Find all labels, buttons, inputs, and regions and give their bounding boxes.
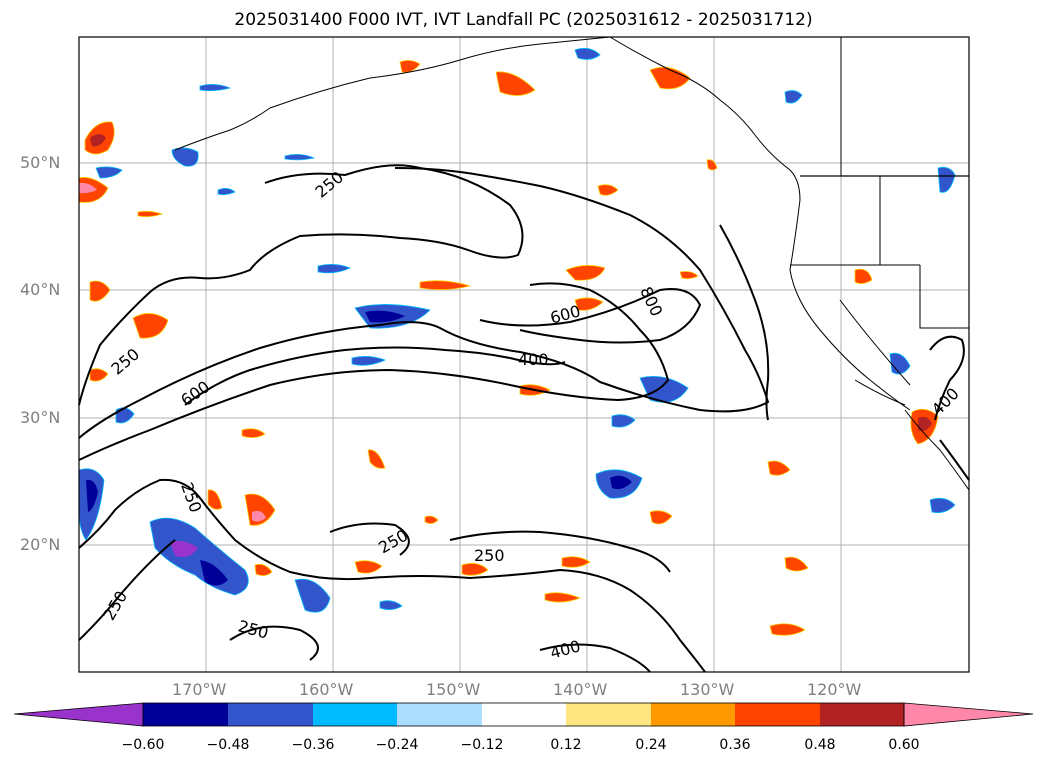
colorbar-tick-label: 0.36 (719, 737, 751, 753)
ivt-pc-shading (78, 47, 956, 636)
colorbar-tick-label: 0.12 (550, 737, 582, 753)
colorbar-swatch (228, 703, 313, 726)
lon-label: 120°W (807, 680, 862, 699)
colorbar-tick-label: −0.48 (206, 737, 250, 753)
lat-label: 50°N (20, 153, 61, 172)
ivt-contours (78, 164, 970, 673)
colorbar-swatch (651, 703, 735, 726)
lon-label: 160°W (299, 680, 354, 699)
colorbar-extend-max (903, 702, 1034, 727)
colorbar-swatch (820, 703, 904, 726)
colorbar-tick-label: −0.60 (121, 737, 165, 753)
colorbar (13, 702, 1034, 727)
lon-label: 150°W (426, 680, 481, 699)
colorbar-swatch (313, 703, 397, 726)
coastlines (174, 36, 970, 491)
colorbar-extend-min (13, 702, 144, 727)
lat-label: 30°N (20, 408, 61, 427)
map-frame (78, 36, 970, 673)
colorbar-swatch (397, 703, 482, 726)
lat-label: 40°N (20, 280, 61, 299)
lat-label: 20°N (20, 535, 61, 554)
colorbar-tick-label: −0.12 (460, 737, 504, 753)
contour-label: 250 (474, 546, 505, 565)
colorbar-swatch (735, 703, 820, 726)
colorbar-tick-label: −0.24 (375, 737, 419, 753)
colorbar-tick-label: 0.48 (804, 737, 836, 753)
contour-label: 400 (518, 350, 549, 369)
lon-label: 130°W (680, 680, 735, 699)
lon-label: 140°W (553, 680, 608, 699)
colorbar-swatch (566, 703, 651, 726)
colorbar-tick-label: 0.24 (635, 737, 667, 753)
colorbar-tick-label: 0.60 (888, 737, 920, 753)
colorbar-swatch (482, 703, 566, 726)
colorbar-tick-label: −0.36 (291, 737, 335, 753)
colorbar-swatch (143, 703, 228, 726)
lon-label: 170°W (172, 680, 227, 699)
map-title: 2025031400 F000 IVT, IVT Landfall PC (20… (234, 10, 813, 30)
